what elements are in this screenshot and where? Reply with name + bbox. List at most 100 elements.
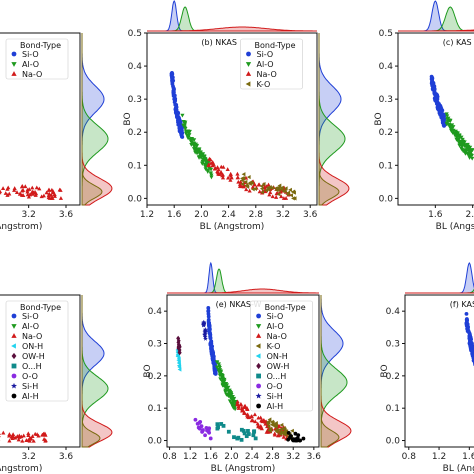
point-ko (285, 192, 290, 197)
point-sio (171, 84, 175, 89)
point-ko (265, 421, 270, 426)
point-alo (224, 383, 229, 388)
point-alo (449, 123, 454, 128)
point-nao (279, 194, 284, 199)
x-tick-label: 2.0 (224, 452, 239, 462)
x-tick-label: 2.0 (466, 210, 474, 220)
legend-box (5, 38, 69, 80)
point-alo (183, 131, 189, 136)
top-density-0 (398, 0, 474, 32)
point-alo (459, 147, 465, 152)
point-sio (179, 131, 184, 136)
point-onh (177, 367, 182, 372)
legend-label: Na-O (267, 332, 287, 341)
point-alo (202, 164, 208, 169)
y-tick-label: 0.1 (379, 161, 393, 171)
point-ko (240, 181, 245, 187)
point-sio (432, 87, 437, 92)
point-nao (263, 421, 268, 426)
panel-title: (c) KAS (443, 38, 472, 47)
point-nao (217, 172, 222, 177)
point-sio (440, 112, 444, 117)
top-density-0 (167, 261, 319, 294)
point-alo (181, 120, 186, 124)
point-alh (301, 436, 306, 441)
point-alo (457, 133, 462, 138)
legend-marker (11, 51, 17, 57)
point-sio (432, 90, 437, 95)
panel-top-right: 1.62.02.40.00.10.20.30.40.5BL (Angstrom)… (374, 0, 474, 232)
point-sio (464, 311, 469, 316)
right-marginal-density (320, 295, 352, 448)
point-oh (216, 425, 220, 430)
point-alh (296, 433, 301, 438)
point-oh (226, 429, 231, 434)
point-sio (469, 340, 474, 345)
point-alo (197, 147, 202, 152)
y-tick-label: 0.3 (379, 95, 393, 105)
point-nao (247, 188, 252, 193)
point-ko (288, 187, 292, 192)
legend-label: O-O (22, 372, 38, 381)
point-alh (297, 438, 302, 443)
right-density-3 (81, 33, 103, 206)
y-tick-label: 0.3 (386, 340, 400, 350)
point-alo (189, 143, 194, 147)
point-sih (203, 336, 208, 341)
point-nao (242, 410, 247, 415)
point-nao (253, 419, 258, 424)
legend-marker (255, 392, 262, 399)
point-nao (49, 192, 54, 197)
y-tick-label: 0.2 (128, 128, 142, 138)
top-density-2 (398, 29, 474, 32)
legend-marker (11, 352, 17, 360)
top-density-0 (147, 0, 317, 32)
point-ko (267, 428, 272, 433)
x-tick-label: 2.4 (245, 452, 260, 462)
legend-label: Al-H (267, 402, 284, 411)
legend-marker (11, 333, 17, 338)
point-nao (15, 434, 20, 438)
point-nao (34, 191, 39, 196)
point-sio (174, 105, 179, 110)
point-nao (236, 404, 241, 409)
point-alo (226, 385, 231, 390)
point-alo (468, 153, 473, 157)
point-nao (252, 412, 257, 417)
point-alo (220, 380, 225, 385)
scatter-points (429, 74, 474, 161)
y-tick-label: 0.0 (128, 194, 143, 204)
point-nao (27, 187, 32, 191)
x-tick-label: 1.6 (428, 210, 443, 220)
point-nao (12, 186, 17, 190)
point-nao (252, 182, 257, 187)
plot-frame (404, 294, 474, 448)
legend-label: Na-O (22, 70, 42, 79)
x-tick-label: 1.2 (183, 452, 197, 462)
top-density-2 (167, 288, 319, 294)
point-oo (208, 436, 213, 441)
point-nao (31, 438, 36, 443)
point-nao (37, 186, 42, 191)
point-nao (228, 177, 233, 182)
point-nao (281, 196, 286, 200)
top-marginal-density (398, 0, 474, 32)
point-nao (238, 179, 243, 184)
x-tick-label: 2.8 (249, 210, 264, 220)
point-sio (208, 334, 213, 339)
legend-label: Si-O (22, 312, 39, 321)
top-density-2 (405, 292, 474, 294)
point-oh (252, 429, 256, 434)
point-sio (206, 308, 211, 313)
legend-label: K-O (267, 342, 281, 351)
point-oh (242, 431, 247, 436)
point-nao (46, 188, 51, 192)
point-oh (221, 423, 226, 428)
point-alo (445, 114, 450, 119)
legend-label: Al-O (267, 322, 284, 331)
point-alo (218, 368, 223, 373)
point-ko (283, 432, 287, 437)
point-sih (201, 319, 207, 325)
point-alo (186, 130, 191, 135)
point-ko (289, 193, 294, 198)
